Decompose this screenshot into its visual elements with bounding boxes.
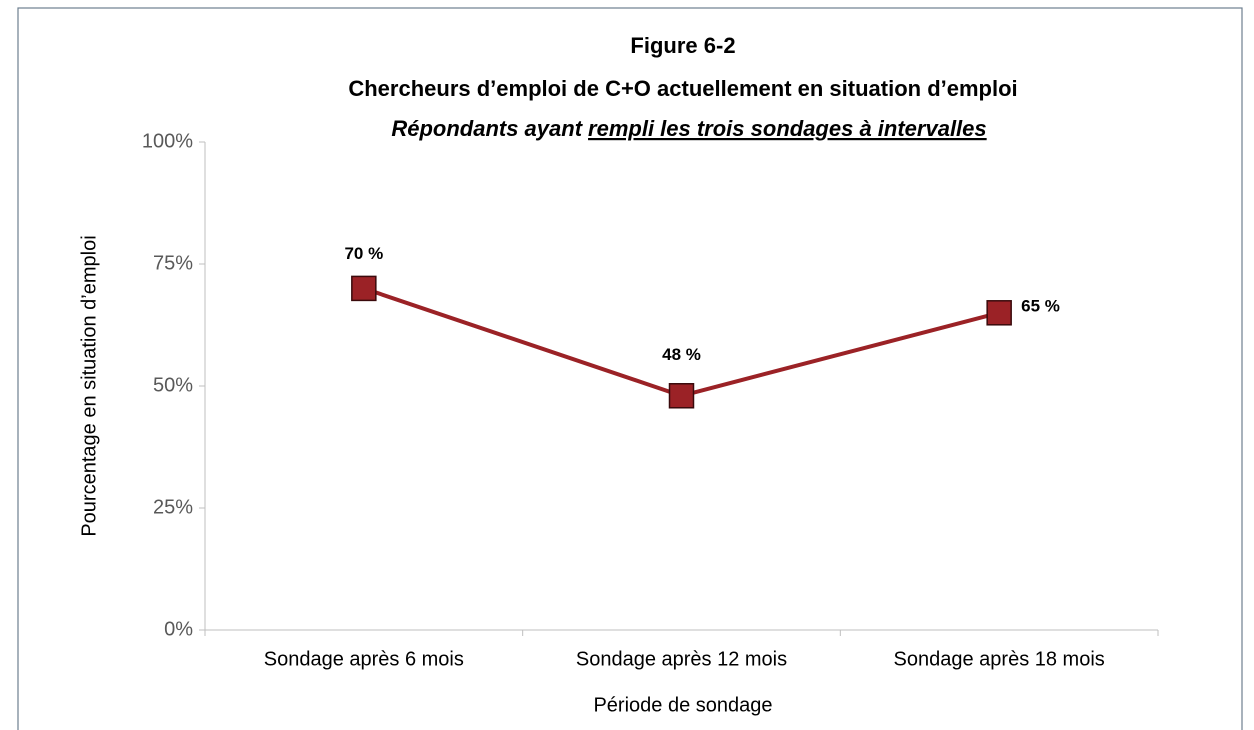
- chart-title: Figure 6-2: [630, 33, 735, 58]
- marker: [351, 275, 377, 302]
- y-tick-label: 75%: [153, 252, 193, 274]
- y-tick-label: 50%: [153, 374, 193, 396]
- chart-note: Répondants ayant rempli les trois sondage…: [391, 116, 986, 141]
- y-tick-label: 0%: [164, 618, 193, 640]
- x-tick-label: Sondage après 18 mois: [894, 648, 1105, 670]
- y-axis-label: Pourcentage en situation d’emploi: [78, 235, 100, 536]
- chart-subtitle: Chercheurs d’emploi de C+O actuellement …: [348, 76, 1017, 101]
- y-tick-label: 100%: [142, 130, 193, 152]
- y-tick-label: 25%: [153, 496, 193, 518]
- data-label: 65 %: [1021, 296, 1060, 315]
- chart-frame: [17, 7, 1243, 730]
- x-tick-label: Sondage après 12 mois: [576, 648, 787, 670]
- note-plain: Répondants ayant: [391, 116, 583, 141]
- data-label: 70 %: [344, 244, 383, 263]
- note-underlined: rempli les trois sondages à intervalles: [588, 116, 987, 141]
- data-label: 48 %: [662, 345, 701, 364]
- marker: [986, 300, 1012, 326]
- x-axis-label: Période de sondage: [593, 694, 772, 716]
- x-tick-label: Sondage après 6 mois: [264, 648, 464, 670]
- marker: [668, 383, 695, 409]
